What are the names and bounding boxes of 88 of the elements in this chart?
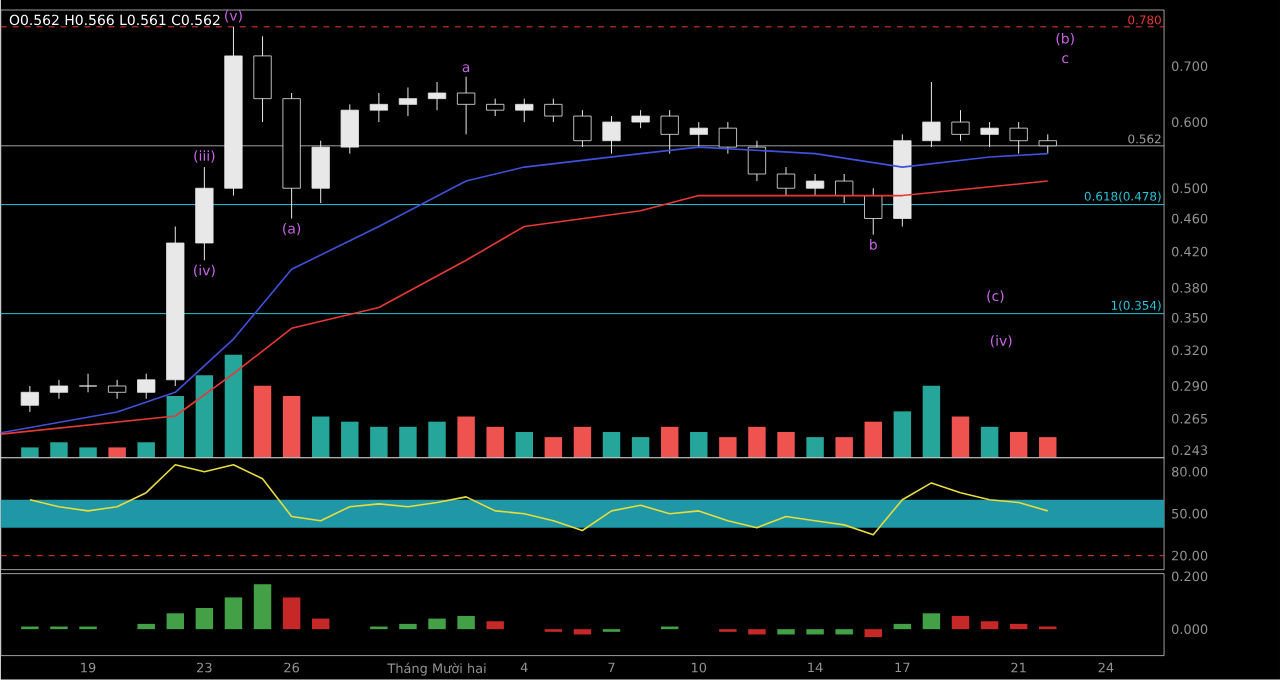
candlestick [660, 109, 679, 154]
bar [108, 447, 126, 458]
bar [573, 629, 592, 635]
bar [690, 431, 708, 458]
candlestick [311, 140, 330, 204]
bar [282, 395, 301, 458]
bar [137, 442, 155, 458]
bar [370, 426, 388, 458]
bar [341, 421, 359, 458]
bar [748, 426, 766, 458]
bar [864, 629, 882, 637]
bar [631, 436, 650, 458]
candlestick [776, 166, 796, 196]
candlestick [398, 86, 418, 117]
candlestick [1038, 133, 1057, 154]
bar [573, 426, 592, 458]
bar [980, 621, 999, 629]
bar [1039, 436, 1057, 458]
bar [311, 416, 330, 458]
bar [835, 436, 853, 458]
candlestick [108, 379, 127, 400]
bar [660, 426, 679, 458]
candlestick [835, 173, 854, 204]
candlestick [980, 121, 999, 148]
bar [428, 618, 446, 629]
candlestick [253, 35, 272, 123]
bar [486, 426, 504, 458]
candlestick [805, 173, 825, 196]
bar [399, 623, 417, 629]
bar [21, 447, 39, 458]
bar [195, 375, 214, 458]
bar [806, 436, 824, 458]
bar [399, 426, 417, 458]
candlestick [864, 187, 883, 235]
bar [224, 597, 243, 629]
bar [1009, 431, 1028, 458]
candlestick [1009, 121, 1028, 154]
bar [195, 607, 214, 629]
candlestick [515, 97, 534, 123]
bar [428, 421, 446, 458]
candlestick [573, 109, 592, 148]
bar [137, 623, 155, 629]
candlestick [602, 115, 621, 154]
bar [515, 431, 533, 458]
candlestick [369, 92, 388, 123]
bar [922, 613, 941, 629]
bar [719, 436, 737, 458]
bar [893, 623, 912, 629]
candlestick [49, 379, 69, 400]
bar [777, 629, 795, 635]
bar [748, 629, 766, 635]
candlestick [747, 140, 767, 182]
bar [777, 431, 795, 458]
bar [457, 416, 475, 458]
candlestick [689, 121, 708, 148]
candlestick [427, 81, 447, 111]
bar [253, 584, 272, 629]
bar [282, 597, 301, 629]
bar [457, 615, 475, 629]
bar [980, 426, 999, 458]
candlestick [922, 81, 941, 148]
bar [50, 442, 68, 458]
bar [486, 621, 504, 629]
candlestick [340, 103, 359, 154]
bar [806, 629, 824, 635]
bar [893, 411, 912, 458]
candlestick [137, 373, 156, 400]
bar [835, 629, 853, 635]
bar [951, 416, 970, 458]
bar [922, 385, 941, 458]
bar [544, 436, 563, 458]
candlestick [544, 97, 563, 123]
bar [864, 421, 882, 458]
candlestick [718, 121, 737, 154]
line-series [29, 463, 1049, 536]
bar [166, 395, 185, 458]
bar [224, 354, 243, 458]
candlestick [951, 109, 970, 142]
candlestick [78, 373, 98, 393]
bar [1009, 623, 1028, 629]
bar [602, 431, 621, 458]
candlestick [20, 385, 39, 413]
bar [311, 618, 330, 629]
bar [166, 613, 185, 629]
bar [79, 447, 97, 458]
bar [951, 615, 970, 629]
bar [253, 385, 272, 458]
candlestick [456, 75, 476, 135]
